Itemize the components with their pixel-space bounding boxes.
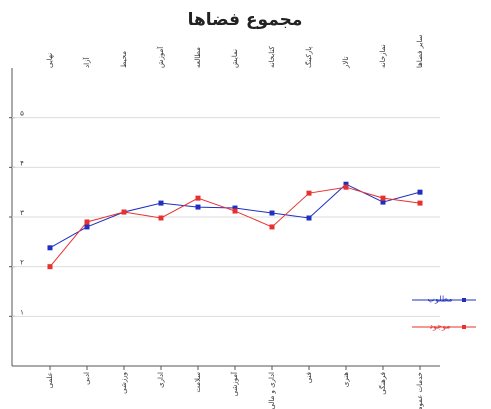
legend-marker	[462, 325, 466, 329]
data-point	[417, 200, 423, 206]
data-point	[195, 204, 201, 210]
y-tick-label: ۴	[20, 159, 24, 167]
series-line	[49, 183, 421, 249]
x-tick-label: فرهنگی	[378, 372, 387, 395]
data-point	[158, 215, 164, 221]
x-tick-label: علمی	[46, 372, 54, 388]
top-label: نهایی	[46, 53, 54, 68]
x-tick-label: اداری و مالی	[268, 372, 276, 409]
data-point	[306, 215, 312, 221]
y-tick-label: ۵	[20, 110, 24, 118]
data-point	[380, 199, 386, 205]
data-point	[158, 200, 164, 206]
data-point	[232, 208, 238, 214]
x-tick-label: آموزشی	[230, 371, 239, 396]
data-point	[84, 224, 90, 230]
top-label: محیط	[120, 51, 128, 68]
top-label: سایر فضاها	[416, 34, 424, 68]
data-point	[306, 190, 312, 196]
x-tick-label: هنری	[342, 372, 350, 387]
x-tick-label: خدمات عمومی	[416, 372, 424, 409]
top-label: پارکینگ	[304, 47, 313, 68]
top-label: مطالعه	[194, 47, 202, 68]
data-point	[47, 264, 53, 270]
data-point	[417, 189, 423, 195]
data-point	[269, 224, 275, 230]
legend-label: موجود	[429, 322, 450, 331]
data-point	[84, 219, 90, 225]
data-point	[232, 205, 238, 211]
top-label: آزاد	[82, 57, 91, 68]
chart-title: مجموع فضاها	[188, 10, 303, 30]
x-tick-label: ادبی	[83, 372, 91, 385]
data-point	[121, 209, 127, 215]
legend-label: مطلوب	[427, 295, 452, 304]
top-label: نمایش	[231, 49, 239, 68]
series-line	[49, 186, 421, 267]
data-point	[269, 210, 275, 216]
data-point	[343, 184, 349, 190]
legend-marker	[462, 298, 466, 302]
top-label: تالار	[342, 56, 350, 69]
top-label: نمازخانه	[379, 44, 387, 68]
x-tick-label: فنی	[305, 372, 313, 383]
y-tick-label: ۲	[20, 259, 24, 267]
data-point	[380, 195, 386, 201]
x-tick-label: ورزشی	[120, 372, 128, 394]
data-point	[195, 195, 201, 201]
y-tick-label: ۳	[20, 209, 24, 217]
x-tick-label: اداری	[157, 372, 165, 388]
data-point	[47, 245, 53, 251]
x-tick-label: سلامت	[194, 372, 202, 393]
top-label: آموزش	[156, 46, 165, 68]
y-tick-label: ۱	[20, 308, 24, 316]
top-label: کتابخانه	[268, 45, 276, 68]
data-point	[343, 181, 349, 187]
